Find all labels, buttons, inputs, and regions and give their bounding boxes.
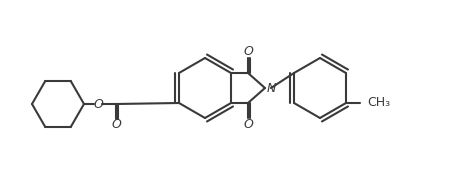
Text: O: O xyxy=(111,118,121,132)
Text: CH₃: CH₃ xyxy=(367,96,390,110)
Text: O: O xyxy=(243,45,253,59)
Text: N: N xyxy=(267,81,276,95)
Text: O: O xyxy=(243,118,253,130)
Text: O: O xyxy=(93,98,103,110)
